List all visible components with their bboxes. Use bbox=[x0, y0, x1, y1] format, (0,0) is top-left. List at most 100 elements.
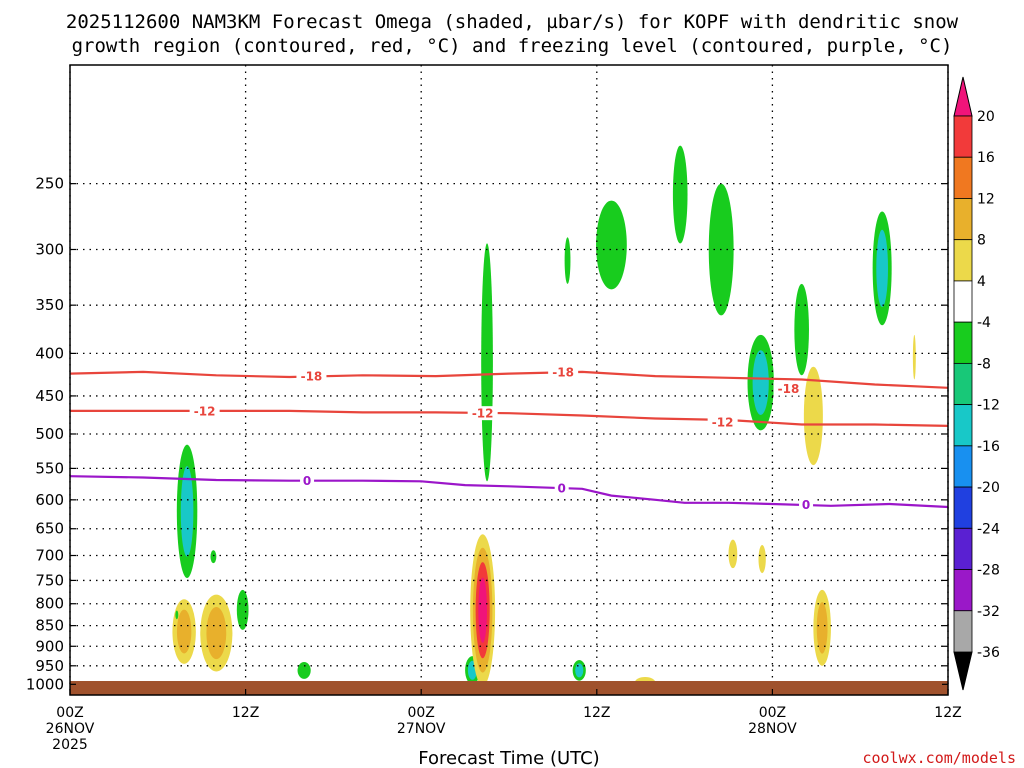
colorbar-label: 4 bbox=[977, 274, 986, 290]
contour-label-bg bbox=[296, 369, 327, 384]
colorbar-label: -16 bbox=[977, 439, 1000, 455]
omega-cell bbox=[747, 334, 774, 431]
colorbar-bottom-arrow bbox=[953, 651, 973, 691]
colorbar-label: -12 bbox=[977, 398, 1000, 414]
y-tick-label: 1000 bbox=[26, 675, 64, 693]
colorbar-band bbox=[953, 486, 973, 529]
contour-label-bg bbox=[707, 415, 738, 430]
contour-label: -18 bbox=[301, 370, 323, 384]
omega-cell bbox=[175, 610, 179, 620]
contour-labels: -18 -18 -18 -12 -12 -12 0 0 0 bbox=[189, 364, 814, 512]
omega-cell bbox=[176, 444, 198, 579]
omega-shade bbox=[481, 243, 493, 482]
colorbar-band bbox=[953, 156, 973, 199]
plot-frame bbox=[69, 64, 949, 696]
contour-label-bg bbox=[300, 473, 315, 488]
omega-shade bbox=[236, 589, 249, 630]
x-tick-label: 28NOV bbox=[748, 721, 797, 737]
x-tick-label: 2025 bbox=[52, 737, 88, 753]
colorbar-band bbox=[953, 198, 973, 241]
colorbar-label: -32 bbox=[977, 604, 1000, 620]
omega-shade bbox=[728, 539, 738, 569]
omega-shade bbox=[180, 466, 194, 557]
contour-label-bg bbox=[773, 381, 804, 396]
omega-cell bbox=[728, 539, 738, 569]
contour-line bbox=[69, 370, 949, 389]
x-axis-title: Forecast Time (UTC) bbox=[418, 748, 599, 768]
omega-shade bbox=[816, 602, 828, 654]
x-tick-label: 12Z bbox=[934, 705, 961, 721]
omega-cell bbox=[564, 237, 571, 284]
omega-shade bbox=[206, 606, 227, 660]
omega-cell bbox=[236, 589, 249, 630]
colorbar-band bbox=[953, 362, 973, 406]
omega-shade bbox=[758, 545, 766, 574]
colorbar-band bbox=[953, 404, 973, 447]
omega-shading bbox=[172, 145, 916, 688]
site-credit: coolwx.com/models bbox=[862, 749, 1016, 767]
omega-cell bbox=[481, 243, 493, 482]
y-tick-label: 350 bbox=[35, 296, 64, 314]
omega-shade bbox=[803, 366, 823, 466]
omega-cell bbox=[172, 599, 196, 664]
y-tick-label: 600 bbox=[35, 491, 64, 509]
contour-label: -18 bbox=[552, 365, 574, 379]
omega-cell bbox=[210, 550, 217, 564]
colorbar-label: -36 bbox=[977, 645, 1000, 661]
y-tick-label: 250 bbox=[35, 175, 64, 193]
colorbar-band bbox=[953, 239, 973, 282]
omega-shade bbox=[794, 283, 809, 376]
colorbar-band bbox=[953, 610, 973, 653]
y-tick-label: 700 bbox=[35, 547, 64, 565]
colorbar-label: -28 bbox=[977, 563, 1000, 579]
contour-label: 0 bbox=[558, 482, 566, 496]
omega-shade bbox=[297, 661, 311, 679]
x-tick-label: 00Z bbox=[56, 705, 83, 721]
omega-cell bbox=[572, 660, 586, 681]
x-tick-label: 00Z bbox=[759, 705, 786, 721]
omega-shade bbox=[176, 609, 192, 654]
contour-label: 0 bbox=[802, 498, 810, 512]
colorbar-label: -24 bbox=[977, 521, 1000, 537]
y-axis-ticks: 250 300 350 400 450 500 550 600 650 700 750 800 850 9… bbox=[26, 175, 948, 693]
colorbar-band bbox=[953, 445, 973, 488]
y-tick-label: 800 bbox=[35, 595, 64, 613]
omega-cell bbox=[200, 594, 233, 672]
colorbar-top-arrow bbox=[953, 76, 973, 117]
colorbar: 20 16 12 8 4 -4 -8 -12 -16 -20 -24 -28 -32 -36 bbox=[953, 76, 1000, 691]
contour-line bbox=[69, 475, 949, 509]
colorbar-band bbox=[953, 527, 973, 570]
colorbar-band bbox=[953, 321, 973, 364]
x-tick-label: 12Z bbox=[232, 705, 259, 721]
omega-cell bbox=[758, 545, 766, 574]
omega-shade bbox=[575, 663, 584, 678]
terrain-strip bbox=[70, 681, 948, 695]
omega-shade bbox=[478, 577, 487, 643]
colorbar-label: 8 bbox=[977, 233, 986, 249]
omega-shade bbox=[210, 550, 217, 564]
contour-label-bg bbox=[467, 406, 498, 421]
contour-label: -12 bbox=[712, 416, 734, 430]
y-tick-label: 650 bbox=[35, 520, 64, 538]
y-tick-label: 500 bbox=[35, 425, 64, 443]
omega-shade bbox=[175, 610, 179, 620]
colorbar-label: -8 bbox=[977, 356, 991, 372]
contour-label-bg bbox=[799, 497, 814, 512]
omega-cell bbox=[813, 589, 831, 666]
contour-label: -18 bbox=[778, 382, 800, 396]
y-tick-label: 750 bbox=[35, 571, 64, 589]
y-tick-label: 550 bbox=[35, 459, 64, 477]
chart-title-line2: growth region (contoured, red, °C) and f… bbox=[72, 35, 953, 57]
omega-shade bbox=[876, 229, 889, 307]
colorbar-band bbox=[953, 115, 973, 158]
omega-shade bbox=[596, 200, 627, 290]
colorbar-label: 12 bbox=[977, 191, 995, 207]
omega-cell bbox=[470, 534, 496, 687]
y-tick-label: 900 bbox=[35, 637, 64, 655]
contour-label: -12 bbox=[472, 407, 494, 421]
x-tick-label: 27NOV bbox=[397, 721, 446, 737]
x-tick-label: 00Z bbox=[407, 705, 434, 721]
contour-label-bg bbox=[189, 403, 220, 418]
omega-shade bbox=[564, 237, 571, 284]
